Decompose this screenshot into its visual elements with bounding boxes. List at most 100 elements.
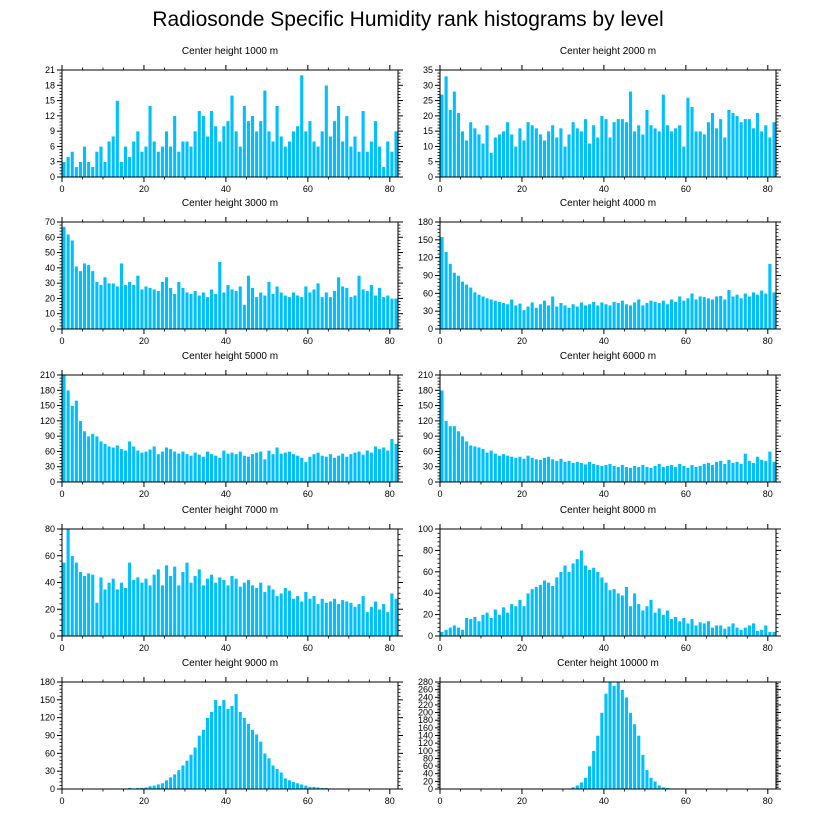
bar — [377, 146, 382, 178]
bar — [295, 595, 300, 637]
bar — [575, 127, 580, 178]
bar — [250, 115, 255, 178]
x-tick-label: 40 — [221, 184, 231, 194]
bar — [636, 466, 641, 483]
bar — [616, 302, 621, 330]
bar — [217, 705, 222, 790]
bar — [444, 420, 449, 483]
plot-frame — [61, 681, 399, 790]
bar — [160, 451, 165, 483]
bar — [394, 443, 398, 483]
bar — [517, 456, 522, 483]
y-tick-label: 90 — [423, 431, 433, 441]
bar — [312, 289, 316, 330]
bar — [489, 152, 494, 178]
bar — [628, 605, 633, 637]
bar — [271, 453, 275, 483]
bar — [107, 282, 112, 330]
bar — [209, 453, 214, 483]
bar — [164, 276, 169, 330]
bar — [172, 451, 177, 483]
bar — [735, 627, 740, 637]
bar — [271, 293, 275, 330]
bar — [303, 591, 308, 637]
y-tick-label: 30 — [423, 462, 433, 472]
bar — [66, 390, 71, 483]
bar — [604, 303, 608, 330]
bar — [127, 281, 132, 330]
bar — [743, 453, 748, 483]
bar — [348, 453, 353, 483]
bar — [377, 609, 382, 637]
bar — [772, 121, 776, 178]
y-tick-label: 30 — [45, 278, 55, 288]
y-tick-label: 210 — [40, 370, 55, 380]
bar — [612, 301, 617, 330]
bar — [673, 301, 678, 330]
bar — [271, 141, 275, 178]
bar — [82, 263, 87, 330]
bar — [287, 590, 292, 637]
bar — [262, 295, 267, 330]
y-tick-label: 180 — [40, 385, 55, 395]
bar — [209, 574, 214, 637]
bar — [702, 133, 707, 178]
x-tick-label: 60 — [681, 336, 691, 346]
bar — [111, 578, 116, 637]
bar — [201, 292, 206, 330]
bar — [767, 137, 772, 178]
bar — [152, 141, 157, 178]
bar — [344, 456, 349, 483]
bar — [365, 450, 370, 483]
bar — [90, 574, 95, 637]
bar — [476, 133, 481, 178]
bar — [119, 582, 124, 637]
bar — [328, 453, 333, 483]
bar — [156, 568, 161, 637]
y-tick-label: 21 — [45, 65, 55, 75]
bar — [595, 305, 600, 330]
bar — [747, 460, 752, 483]
bar — [246, 456, 251, 483]
x-tick-label: 40 — [221, 489, 231, 499]
bar — [505, 303, 510, 330]
bar — [266, 757, 271, 790]
bar — [706, 121, 711, 178]
bar — [70, 151, 75, 178]
bar — [279, 593, 284, 637]
bar — [456, 430, 461, 483]
bar — [628, 712, 633, 790]
x-tick-label: 20 — [139, 336, 149, 346]
y-tick-label: 160 — [418, 723, 433, 733]
bar — [307, 292, 312, 330]
bar — [213, 125, 218, 178]
y-tick-label: 80 — [45, 524, 55, 534]
bar — [653, 612, 658, 637]
bar — [718, 625, 723, 637]
x-tick-label: 0 — [437, 643, 442, 653]
bar — [575, 784, 580, 790]
bar — [111, 447, 116, 483]
x-tick-label: 0 — [437, 796, 442, 806]
bar — [628, 467, 633, 483]
bar — [456, 112, 461, 178]
bar — [299, 74, 304, 178]
bar — [172, 566, 177, 637]
bar — [702, 296, 707, 330]
bar — [505, 612, 510, 637]
bar — [702, 622, 707, 637]
bar — [563, 565, 567, 637]
bar — [205, 717, 210, 790]
bar — [481, 448, 485, 483]
bar — [135, 450, 140, 483]
plot-frame — [61, 374, 399, 483]
bar — [168, 146, 173, 178]
bar — [579, 462, 584, 483]
bar — [538, 133, 543, 178]
y-tick-label: 40 — [423, 588, 433, 598]
bar — [86, 264, 91, 330]
bar — [440, 390, 444, 483]
bar — [213, 455, 218, 483]
bar — [156, 784, 161, 790]
bar — [291, 453, 296, 483]
